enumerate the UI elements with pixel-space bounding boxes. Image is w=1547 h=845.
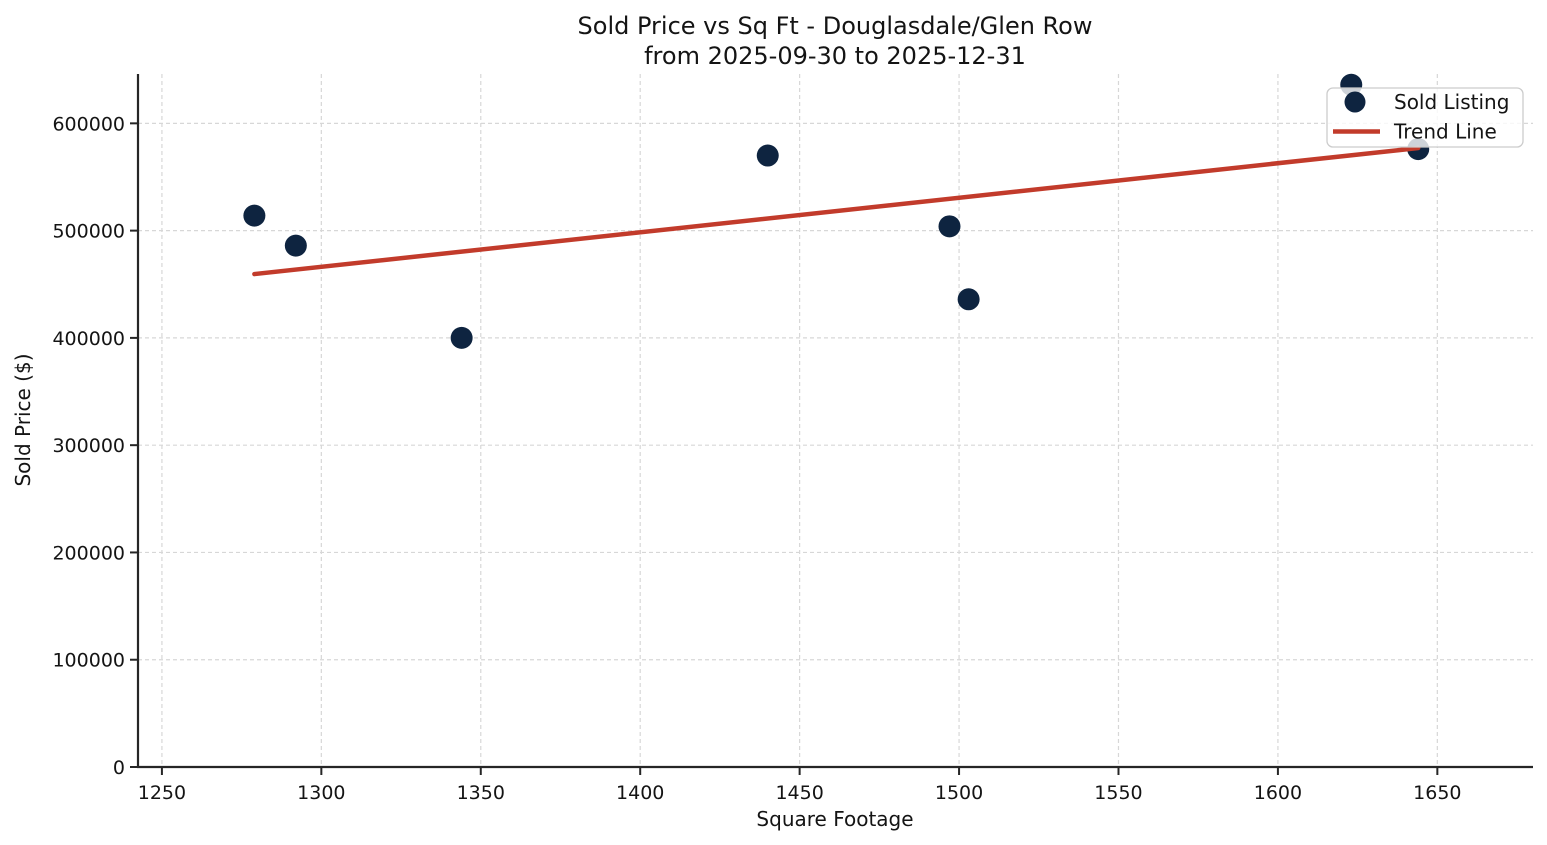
y-axis-ticks: 0 100000 200000 300000 400000 500000 600000 [52,113,138,779]
scatter-point [243,204,266,227]
x-tick-label: 1400 [616,782,664,804]
y-axis-label: Sold Price ($) [11,353,35,486]
x-tick-label: 1500 [935,782,983,804]
trend-line [252,145,1421,277]
legend-marker-dot [1344,91,1366,113]
legend: Sold Listing Trend Line [1326,87,1524,148]
x-tick-label: 1450 [775,782,823,804]
x-tick-label: 1650 [1413,782,1461,804]
x-axis-label: Square Footage [756,807,913,831]
y-tick-label: 400000 [52,328,125,350]
y-tick-label: 100000 [52,650,125,672]
chart-title-line1: Sold Price vs Sq Ft - Douglasdale/Glen R… [578,12,1093,40]
trend-line-group [252,145,1421,277]
x-tick-label: 1300 [297,782,345,804]
x-tick-label: 1550 [1094,782,1142,804]
scatter-point [450,326,473,349]
axis-spines [136,74,1533,769]
legend-label-trend-line: Trend Line [1393,120,1497,144]
x-axis-ticks: 1250 1300 1350 1400 1450 1500 1550 1600 1650 [138,767,1462,804]
x-tick-label: 1600 [1254,782,1302,804]
y-tick-label: 0 [113,757,125,779]
grid-lines [138,74,1533,768]
chart-title-line2: from 2025-09-30 to 2025-12-31 [644,42,1026,70]
x-tick-label: 1250 [138,782,186,804]
scatter-point [284,234,307,257]
y-tick-label: 300000 [52,435,125,457]
y-tick-label: 600000 [52,113,125,135]
y-tick-label: 200000 [52,542,125,564]
scatter-point [957,288,980,311]
x-tick-label: 1350 [457,782,505,804]
scatter-point [756,144,779,167]
legend-label-sold-listing: Sold Listing [1394,90,1509,114]
y-tick-label: 500000 [52,221,125,243]
scatter-point [938,215,961,238]
